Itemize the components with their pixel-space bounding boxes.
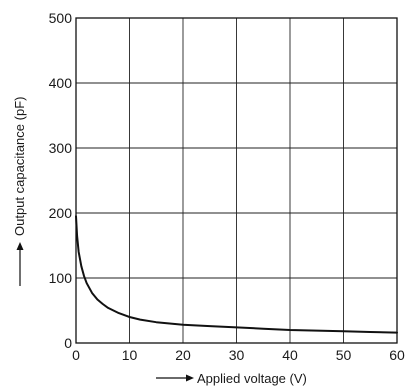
x-axis-label-group: Applied voltage (V) [156, 371, 307, 386]
y-tick-label: 300 [49, 140, 73, 156]
plot-frame [75, 17, 398, 344]
x-tick-label: 0 [72, 347, 80, 363]
y-axis-label: Output capacitance (pF) [12, 97, 27, 236]
grid-lines [75, 17, 398, 344]
series-line-0 [75, 215, 398, 334]
x-axis-arrow-head [186, 374, 194, 382]
x-tick-label: 30 [229, 347, 245, 363]
x-tick-label: 20 [175, 347, 191, 363]
x-axis-label: Applied voltage (V) [197, 371, 307, 386]
y-axis-label-group: Output capacitance (pF) [12, 97, 27, 286]
x-tick-label: 40 [282, 347, 298, 363]
data-series [75, 215, 398, 334]
y-axis-arrow-head [16, 242, 24, 250]
y-tick-label: 500 [49, 10, 73, 26]
y-tick-labels: 0 100 200 300 400 500 [49, 10, 73, 351]
y-tick-label: 400 [49, 75, 73, 91]
y-tick-label: 0 [64, 335, 72, 351]
x-tick-label: 50 [336, 347, 352, 363]
x-tick-label: 60 [389, 347, 405, 363]
y-tick-label: 100 [49, 270, 73, 286]
x-tick-labels: 0 10 20 30 40 50 60 [72, 347, 405, 363]
x-tick-label: 10 [122, 347, 138, 363]
y-tick-label: 200 [49, 205, 73, 221]
